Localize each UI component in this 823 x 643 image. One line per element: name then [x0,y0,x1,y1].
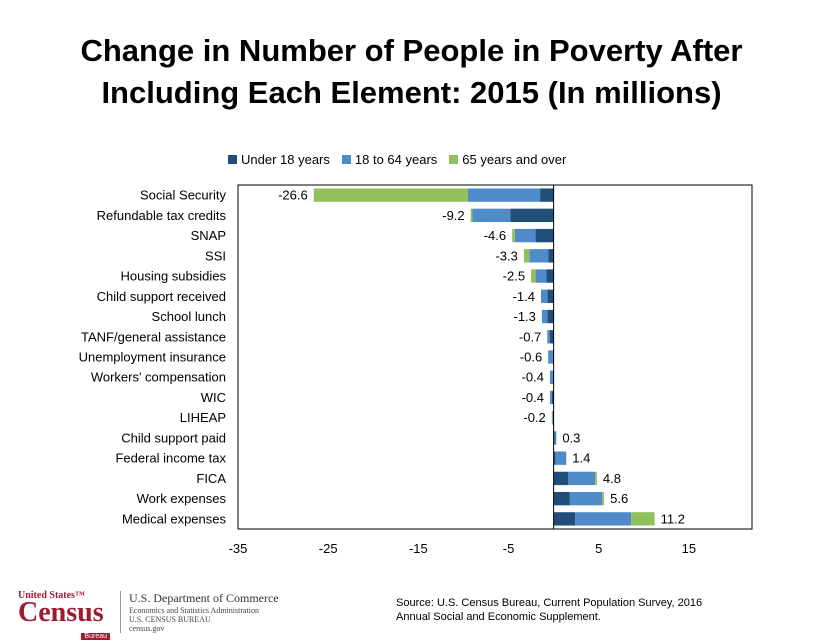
category-label: TANF/general assistance [81,329,226,344]
bar-segment [548,350,553,363]
bar-segment [555,451,566,464]
category-label: Federal income tax [115,451,226,466]
category-label: Unemployment insurance [79,350,226,365]
data-label: -1.4 [513,289,535,304]
bar-segment [529,249,548,262]
dept-line-1: Economics and Statistics Administration [129,606,279,615]
bar-segment [510,209,553,222]
category-label: FICA [196,471,226,486]
category-label: School lunch [152,309,226,324]
bar-segment [541,290,547,303]
data-label: -0.6 [520,350,542,365]
logo-census-wordmark: Census [18,601,110,625]
bar-segment [575,512,631,525]
bar-segment [546,269,553,282]
dept-main: U.S. Department of Commerce [129,591,279,606]
data-label: -2.5 [503,269,525,284]
dept-line-2: U.S. CENSUS BUREAU [129,615,279,624]
data-label: -26.6 [278,188,308,203]
category-label: Social Security [140,188,226,203]
x-tick-label: -15 [409,541,428,556]
x-tick-label: 15 [682,541,696,556]
x-tick-label: -35 [229,541,248,556]
category-label: LIHEAP [180,410,226,425]
bar-segment [570,492,602,505]
x-tick-label: -25 [319,541,338,556]
census-logo: United States™ Census Bureau [18,590,110,643]
stacked-bar-chart: Social Security -26.6 Refundable tax credi… [0,0,823,590]
category-label: SSI [205,248,226,263]
data-label: -9.2 [442,208,464,223]
data-label: -0.4 [522,390,544,405]
bar-segment [547,330,550,343]
bar-segment [550,391,552,404]
bar-segment [542,310,547,323]
category-label: Refundable tax credits [97,208,227,223]
bar-segment [531,269,536,282]
data-label: 1.4 [572,451,590,466]
bar-segment [536,229,554,242]
source-line-1: Source: U.S. Census Bureau, Current Popu… [396,596,702,610]
category-label: Medical expenses [122,511,227,526]
data-label: -0.4 [522,370,544,385]
data-label: 4.8 [603,471,621,486]
data-label: 0.3 [562,430,580,445]
bar-segment [548,249,553,262]
bar-segment [547,290,553,303]
data-label: -1.3 [513,309,535,324]
data-label: -0.7 [519,329,541,344]
category-label: Child support paid [121,430,226,445]
bar-segment [631,512,654,525]
bar-segment [468,188,540,201]
data-label: -4.6 [484,228,506,243]
department-block: U.S. Department of Commerce Economics an… [120,591,279,633]
data-label: 11.2 [661,511,685,526]
bar-segment [550,330,554,343]
x-tick-label: -5 [503,541,515,556]
bar-segment [554,512,576,525]
bar-segment [472,209,510,222]
bar-segment [552,411,553,424]
data-label: -0.2 [523,410,545,425]
category-label: WIC [201,390,226,405]
logo-bureau: Bureau [81,633,110,640]
bar-segment [512,229,515,242]
category-label: Child support received [97,289,226,304]
bar-segment [555,431,557,444]
category-label: Work expenses [137,491,227,506]
bar-segment [568,472,595,485]
dept-line-3: census.gov [129,624,279,633]
bar-segment [515,229,536,242]
bar-segment [547,310,553,323]
source-note: Source: U.S. Census Bureau, Current Popu… [396,596,702,624]
bar-segment [554,492,570,505]
bar-segment [524,249,529,262]
category-label: Housing subsidies [120,269,226,284]
category-label: Workers' compensation [91,370,226,385]
x-tick-label: 5 [595,541,602,556]
data-label: 5.6 [610,491,628,506]
bar-segment [314,188,468,201]
bar-segment [602,492,604,505]
bar-segment [595,472,597,485]
bar-segment [554,472,568,485]
bar-segment [536,269,547,282]
bar-segment [471,209,473,222]
source-line-2: Annual Social and Economic Supplement. [396,610,702,624]
bar-segment [540,188,554,201]
category-label: SNAP [191,228,226,243]
bar-segment [550,371,553,384]
data-label: -3.3 [495,248,517,263]
